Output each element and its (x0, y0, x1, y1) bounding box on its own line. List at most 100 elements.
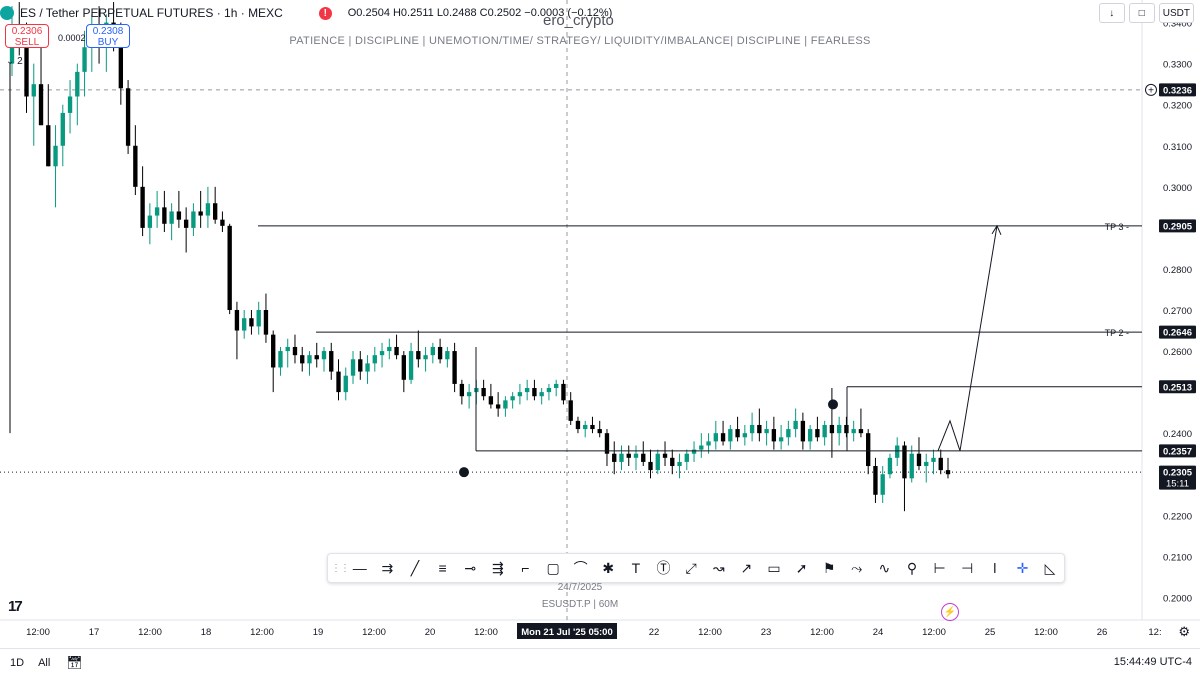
price-label-box (1159, 444, 1196, 458)
candle-body (691, 449, 697, 454)
drawing-tool-15-icon[interactable]: ↗ (740, 559, 753, 576)
indicator-collapse-toggle[interactable]: ⌄ 2 (6, 56, 23, 67)
drawing-tool-22-icon[interactable]: ⊢ (933, 559, 946, 576)
projection-arrowhead (991, 224, 1002, 236)
candle-body (931, 457, 936, 462)
candle-body (670, 457, 675, 467)
price-tick-label: 0.3200 (1163, 101, 1192, 112)
symbol-title[interactable]: ES / Tether PERPETUAL FUTURES · 1h · MEX… (20, 6, 283, 20)
drawing-tool-11-icon[interactable]: T (631, 560, 641, 576)
candle-body (220, 219, 225, 226)
fullscreen-icon[interactable]: □ (1128, 3, 1155, 23)
candle-body (858, 429, 864, 434)
drawing-tool-4-icon[interactable]: ≡ (438, 560, 447, 576)
drawing-tool-17-icon[interactable]: ➚ (795, 559, 808, 576)
candle-body (945, 470, 951, 475)
lightning-icon[interactable]: ⚡ (941, 603, 959, 621)
candle-body (329, 351, 334, 372)
candle-body (372, 355, 377, 364)
drawing-tool-20-icon[interactable]: ∿ (878, 559, 891, 576)
toolbar-grip-icon[interactable]: ⋮⋮ (331, 562, 350, 574)
time-tick-label: 20 (425, 627, 436, 638)
time-tick-label: 12:00 (138, 627, 162, 638)
candle-body (836, 424, 842, 434)
top-right-controls: ↓ □ USDT (1098, 3, 1194, 23)
drawing-tool-2-icon[interactable]: ⇉ (381, 559, 394, 576)
candle-body (887, 457, 893, 475)
candle-body (909, 453, 914, 479)
drawing-tool-21-icon[interactable]: ⚲ (906, 559, 918, 576)
symbol-header[interactable]: ES / Tether PERPETUAL FUTURES · 1h · MEX… (0, 4, 612, 22)
drawing-tool-14-icon[interactable]: ↝ (712, 559, 725, 576)
candle-body (256, 310, 261, 327)
price-label-box (1159, 465, 1196, 490)
bottom-bar: 1D All 📅︎ 15:44:49 UTC-4 (0, 648, 1200, 676)
candle-body (31, 84, 36, 97)
drawing-tool-13-icon[interactable]: ⤢ (685, 559, 697, 576)
drawing-tool-10-icon[interactable]: ✱ (602, 559, 615, 576)
candle-body (401, 355, 406, 380)
candle-body (481, 388, 486, 397)
tradingview-logo[interactable]: 17 (8, 598, 23, 615)
candle-body (459, 383, 465, 397)
candle-body (916, 453, 922, 467)
candle-body (278, 351, 283, 368)
price-tick-label: 0.3000 (1163, 183, 1192, 194)
candle-body (728, 429, 733, 442)
candle-body (938, 457, 943, 471)
range-all-button[interactable]: All (38, 656, 51, 669)
candle-body (162, 207, 167, 224)
drawing-tool-1-icon[interactable]: — (352, 560, 367, 576)
candle-body (786, 429, 791, 438)
price-tick-label: 0.3100 (1163, 142, 1192, 153)
candle-body (866, 433, 871, 467)
candle-body (662, 453, 668, 458)
drawing-tool-19-icon[interactable]: ⤳ (851, 559, 863, 576)
candle-body (539, 392, 544, 397)
calendar-icon[interactable]: 📅︎ (66, 654, 83, 670)
price-tick-label: 0.2000 (1163, 593, 1192, 604)
drawing-tool-3-icon[interactable]: ╱ (410, 559, 420, 576)
sell-button[interactable]: 0.2306 SELL (5, 24, 49, 48)
drawing-tool-26-icon[interactable]: ◺ (1044, 559, 1056, 576)
drawing-tool-12-icon[interactable]: Ⓣ (656, 560, 671, 576)
candle-body (198, 211, 203, 216)
time-tick-label: 17 (89, 627, 100, 638)
drawing-tool-7-icon[interactable]: ⌐ (521, 560, 530, 576)
drawing-tool-9-icon[interactable]: ⌒ (573, 560, 588, 576)
drawing-tool-6-icon[interactable]: ⇶ (491, 559, 504, 576)
price-label-text: 0.2357 (1163, 446, 1192, 457)
candle-body (118, 39, 124, 89)
candle-body (713, 433, 718, 442)
candle-body (699, 445, 704, 450)
sell-label: SELL (14, 37, 40, 48)
price-tick-label: 0.2800 (1163, 265, 1192, 276)
candle-body (176, 211, 182, 220)
buy-button[interactable]: 0.2308 BUY (86, 24, 130, 48)
drawing-tool-5-icon[interactable]: ⊸ (464, 559, 477, 576)
crosshair-time-label: Mon 21 Jul '25 05:00 (521, 627, 613, 638)
drawing-tool-16-icon[interactable]: ▭ (767, 559, 781, 576)
candle-body (38, 84, 44, 126)
candle-body (844, 424, 849, 434)
candle-body (517, 392, 523, 397)
candle-body (387, 346, 392, 352)
drawing-tool-24-icon[interactable]: ǀ (993, 560, 997, 576)
drawing-tool-23-icon[interactable]: ⊣ (961, 559, 974, 576)
alert-icon[interactable]: ! (318, 6, 332, 20)
drawing-tool-8-icon[interactable]: ▢ (546, 559, 560, 576)
candle-body (394, 346, 399, 356)
price-label-box (1159, 380, 1196, 394)
currency-selector[interactable]: USDT (1158, 3, 1194, 23)
candle-body (379, 351, 385, 356)
gear-icon[interactable]: ⚙ (1178, 624, 1190, 639)
candle-body (619, 453, 624, 462)
candle-body (590, 424, 595, 430)
drawing-tool-18-icon[interactable]: ⚑ (822, 559, 836, 576)
clock-readout: 15:44:49 UTC-4 (1113, 656, 1192, 668)
drawing-tool-25-icon[interactable]: ✛ (1016, 559, 1029, 576)
arrow-down-icon[interactable]: ↓ (1098, 3, 1125, 23)
candle-body (452, 351, 457, 384)
range-1d-button[interactable]: 1D (10, 656, 25, 669)
candle-body (249, 318, 254, 327)
